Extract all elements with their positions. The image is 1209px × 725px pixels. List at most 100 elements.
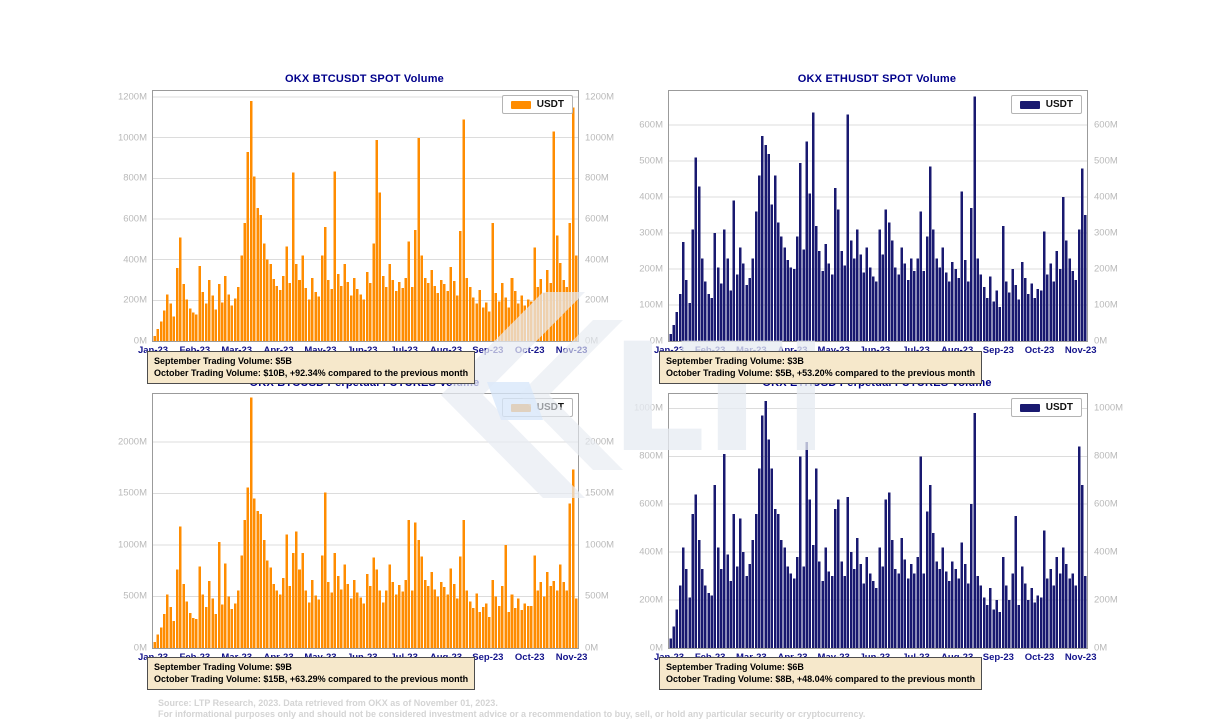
y-tick-label-right: 800M [585, 172, 609, 184]
x-tick-label: Jul-23 [902, 345, 929, 356]
y-tick-label-right: 400M [1094, 546, 1118, 558]
usdt-legend-label: USDT [1045, 402, 1073, 413]
x-tick-label: Nov-23 [555, 345, 588, 356]
usdt-legend-swatch [1019, 100, 1040, 109]
x-tick-label: Nov-23 [1064, 345, 1097, 356]
y-tick-label-left: 300M [639, 227, 663, 239]
footer-legal-line: For informational purposes only and shou… [158, 709, 866, 719]
x-tick-label: Nov-23 [555, 652, 588, 663]
x-tick-label: Sep-23 [982, 652, 1014, 663]
y-tick-label-left: 1000M [117, 132, 147, 144]
y-tick-label-right: 200M [585, 294, 609, 306]
y-tick-label-left: 800M [639, 450, 663, 462]
annotation-line-september: September Trading Volume: $5B [154, 356, 292, 366]
x-tick-label: Jun-23 [860, 345, 891, 356]
x-tick-label: Feb-23 [180, 345, 211, 356]
legend-btcusdt-spot: USDT [501, 95, 573, 114]
usdt-legend-label: USDT [536, 99, 564, 110]
y-tick-label-right: 100M [1094, 299, 1118, 311]
legend-ethusd-futures: USDT [1010, 398, 1082, 417]
x-tick-label: Oct-23 [514, 345, 545, 356]
y-tick-label-left: 600M [639, 119, 663, 131]
x-tick-label: Apr-23 [777, 345, 807, 356]
x-tick-label: May-23 [818, 345, 850, 356]
annotation-ethusdt-spot: September Trading Volume: $3B October Tr… [659, 351, 983, 384]
y-tick-label-left: 1000M [633, 402, 663, 414]
legend-ethusdt-spot: USDT [1010, 95, 1082, 114]
x-tick-label: Jan-23 [654, 345, 684, 356]
x-tick-label: Aug-23 [941, 345, 973, 356]
annotation-line-september: September Trading Volume: $9B [154, 662, 292, 672]
plot-area-btcusdt-spot: USDT 0M 0M 200M 200M 400M 400M 600M 600M 800M 800… [118, 90, 614, 356]
y-tick-label-right: 600M [1094, 119, 1118, 131]
y-tick-label-right: 400M [585, 254, 609, 266]
y-tick-label-right: 500M [585, 590, 609, 602]
y-tick-label-right: 400M [1094, 191, 1118, 203]
annotation-btcusd-futures: September Trading Volume: $9B October Tr… [147, 657, 476, 690]
bar-canvas [153, 397, 578, 648]
y-tick-label-right: 0M [1094, 642, 1108, 654]
y-tick-label-left: 2000M [117, 436, 147, 448]
x-tick-label: Nov-23 [1064, 652, 1097, 663]
x-tick-label: Sep-23 [472, 652, 504, 663]
plot-area-ethusdt-spot: USDT 0M 0M 100M 100M 200M 200M 300M 300M 400M 400… [639, 90, 1118, 356]
footer-disclaimer: Source: LTP Research, 2023. Data retriev… [158, 698, 865, 720]
y-tick-label-right: 500M [1094, 155, 1118, 167]
y-tick-label-right: 200M [1094, 263, 1118, 275]
y-tick-label-right: 1000M [1094, 402, 1124, 414]
x-tick-label: Mar-23 [221, 345, 252, 356]
plot-area-btcusd-futures: USDT 0M 0M 500M 500M 1000M 1000M 1500M 1500M 200… [118, 393, 614, 663]
y-tick-label-left: 500M [123, 590, 147, 602]
y-tick-label-left: 600M [639, 498, 663, 510]
y-tick-label-left: 200M [639, 263, 663, 275]
y-tick-label-right: 1500M [585, 487, 615, 499]
y-tick-label-left: 100M [639, 299, 663, 311]
y-tick-label-right: 600M [1094, 498, 1118, 510]
y-tick-label-right: 800M [1094, 450, 1118, 462]
footer-source-line: Source: LTP Research, 2023. Data retriev… [158, 698, 498, 708]
annotation-line-september: September Trading Volume: $6B [666, 662, 804, 672]
x-tick-label: Jun-23 [347, 345, 378, 356]
y-tick-label-left: 1000M [117, 539, 147, 551]
y-tick-label-left: 600M [123, 213, 147, 225]
y-tick-label-left: 1200M [117, 91, 147, 103]
y-tick-label-left: 500M [639, 155, 663, 167]
y-tick-label-left: 0M [133, 335, 147, 347]
plot-area-ethusd-futures: USDT 0M 0M 200M 200M 400M 400M 600M 600M 800M 800… [634, 393, 1123, 663]
y-tick-label-left: 0M [133, 642, 147, 654]
annotation-btcusdt-spot: September Trading Volume: $5B October Tr… [147, 351, 476, 384]
y-tick-label-left: 800M [123, 172, 147, 184]
y-tick-label-left: 400M [639, 191, 663, 203]
y-tick-label-right: 1000M [585, 539, 615, 551]
x-tick-label: Oct-23 [514, 652, 545, 663]
y-tick-label-right: 600M [585, 213, 609, 225]
x-tick-label: Jan-23 [138, 345, 168, 356]
y-tick-label-right: 300M [1094, 227, 1118, 239]
usdt-legend-label: USDT [1045, 99, 1073, 110]
annotation-line-october: October Trading Volume: $15B, +63.29% co… [154, 674, 469, 684]
bar-canvas [669, 96, 1087, 341]
y-tick-label-left: 0M [649, 642, 663, 654]
annotation-line-october: October Trading Volume: $5B, +53.20% com… [666, 368, 976, 378]
bar-canvas [669, 401, 1087, 648]
y-tick-label-right: 2000M [585, 436, 615, 448]
chart-title-ethusdt-spot: OKX ETHUSDT SPOT Volume [797, 73, 957, 85]
x-tick-label: Feb-23 [695, 345, 726, 356]
y-tick-label-left: 400M [639, 546, 663, 558]
x-tick-label: Jul-23 [390, 345, 417, 356]
usdt-legend-swatch [510, 403, 531, 412]
annotation-line-october: October Trading Volume: $8B, +48.04% com… [666, 674, 976, 684]
bar-canvas [153, 96, 578, 341]
x-tick-label: Apr-23 [264, 345, 294, 356]
x-tick-label: Oct-23 [1024, 652, 1055, 663]
y-tick-label-right: 0M [1094, 335, 1108, 347]
x-tick-label: Oct-23 [1024, 345, 1055, 356]
x-tick-label: Sep-23 [982, 345, 1014, 356]
y-tick-label-left: 200M [123, 294, 147, 306]
y-tick-label-right: 200M [1094, 594, 1118, 606]
y-tick-label-right: 1200M [585, 91, 615, 103]
y-tick-label-right: 1000M [585, 132, 615, 144]
usdt-legend-label: USDT [536, 402, 564, 413]
x-tick-label: Mar-23 [736, 345, 767, 356]
